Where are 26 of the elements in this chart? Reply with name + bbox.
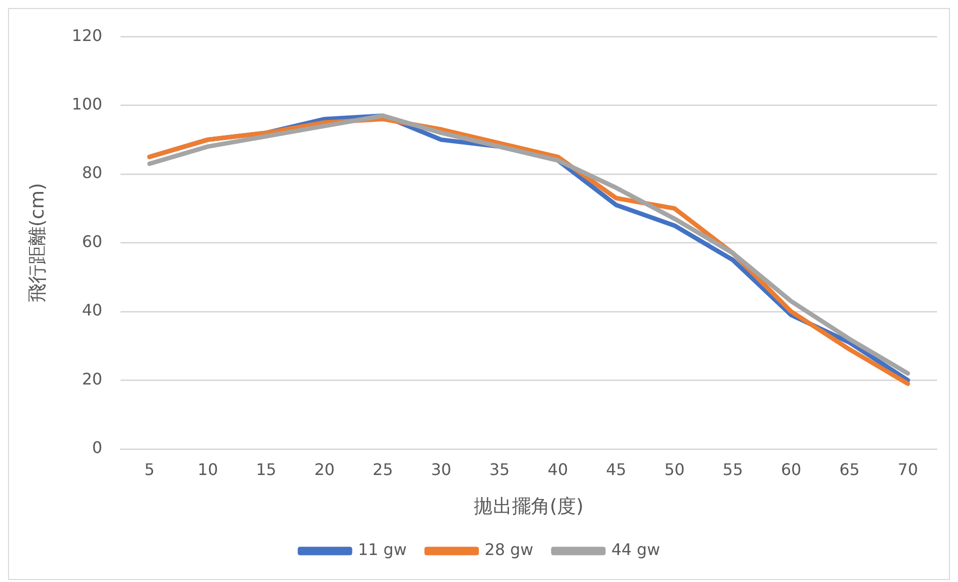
x-tick-label: 55 <box>722 460 744 479</box>
legend-label: 11 gw <box>358 540 407 560</box>
y-tick-label: 120 <box>72 26 102 45</box>
y-tick-label: 0 <box>92 438 102 458</box>
x-tick-label: 30 <box>430 460 452 479</box>
x-tick-label: 45 <box>606 460 626 479</box>
x-tick-label: 5 <box>144 460 155 479</box>
x-axis-title: 拋出擺角(度) <box>474 496 584 518</box>
y-tick-label: 100 <box>72 94 102 114</box>
x-tick-label: 60 <box>780 460 802 479</box>
y-axis-title: 飛行距離(cm) <box>26 182 48 303</box>
x-tick-label: 15 <box>256 460 276 479</box>
y-tick-label: 80 <box>82 163 102 182</box>
x-tick-label: 25 <box>372 460 394 479</box>
legend-label: 44 gw <box>611 540 660 560</box>
y-tick-label: 40 <box>82 300 102 320</box>
x-tick-label: 50 <box>664 460 685 479</box>
x-tick-label: 20 <box>314 460 335 479</box>
x-tick-label: 40 <box>548 460 568 479</box>
legend-label: 28 gw <box>484 540 534 560</box>
x-tick-label: 70 <box>898 460 918 479</box>
x-tick-label: 10 <box>198 460 218 479</box>
y-tick-label: 20 <box>82 369 102 388</box>
y-tick-label: 60 <box>82 232 102 251</box>
x-tick-label: 65 <box>839 460 860 479</box>
x-tick-label: 35 <box>489 460 510 479</box>
